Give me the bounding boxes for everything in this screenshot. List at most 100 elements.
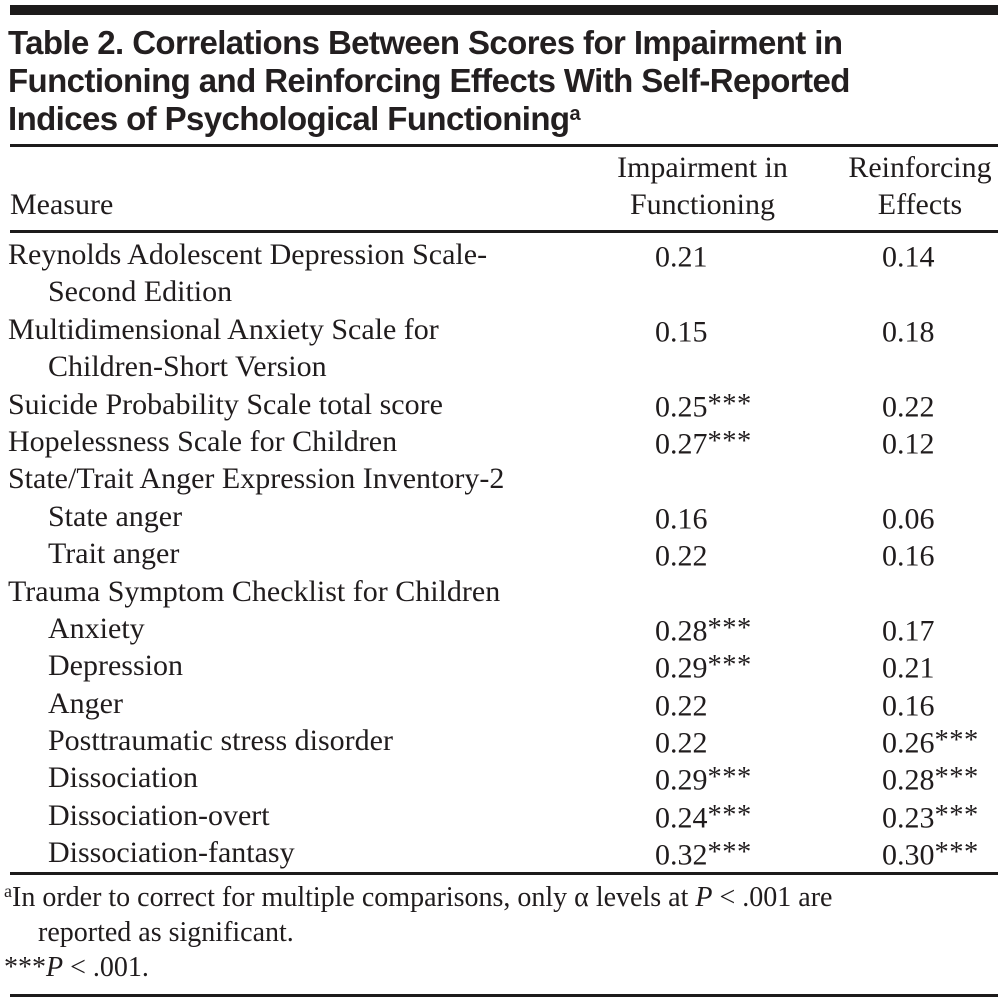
title-line-3: Indices of Psychological Functioninga [8, 100, 1004, 138]
row-label: Trauma Symptom Checklist for Children [8, 574, 501, 608]
significance-stars: *** [934, 725, 979, 757]
footnote-p-symbol: P [695, 882, 713, 913]
col2-header-line2: Effects [877, 188, 963, 221]
value-number: 0.12 [882, 427, 935, 461]
table-row: Dissociation-overt 0.24*** 0.23*** [0, 797, 1008, 834]
column-header-reinforcing: Reinforcing Effects [832, 149, 1008, 223]
value-number: 0.16 [882, 539, 935, 573]
reinforcing-value: 0.18 [882, 311, 935, 351]
value-number: 0.16 [655, 502, 708, 536]
footnote-p-symbol: P [46, 952, 64, 983]
impairment-value: 0.16 [655, 498, 708, 538]
impairment-value: 0.15 [655, 311, 708, 351]
table-row: State anger 0.16 0.06 [0, 498, 1008, 535]
reinforcing-value: 0.17 [882, 610, 935, 650]
table-title: Table 2. Correlations Between Scores for… [8, 24, 1004, 138]
impairment-value: 0.24*** [655, 797, 752, 837]
footnote-a-text-end: < .001 are [712, 882, 833, 913]
impairment-value: 0.28*** [655, 610, 752, 650]
impairment-value: 0.29*** [655, 759, 752, 799]
table-row: Reynolds Adolescent Depression Scale- 0.… [0, 236, 1008, 273]
significance-stars: *** [707, 612, 752, 644]
value-number: 0.26 [882, 726, 935, 760]
table-row: Multidimensional Anxiety Scale for 0.15 … [0, 311, 1008, 348]
reinforcing-value: 0.16 [882, 535, 935, 575]
col2-header-line1: Reinforcing [848, 151, 992, 184]
value-number: 0.29 [655, 651, 708, 685]
table-row: Hopelessness Scale for Children 0.27*** … [0, 423, 1008, 460]
footnote-a-line2: reported as significant. [38, 917, 294, 948]
footnote-stars: *** [4, 952, 46, 983]
row-label: Second Edition [48, 275, 233, 309]
title-divider-rule [10, 144, 998, 147]
table-body: Reynolds Adolescent Depression Scale- 0.… [0, 236, 1008, 872]
significance-stars: *** [934, 799, 979, 831]
row-label: Multidimensional Anxiety Scale for [8, 312, 439, 346]
table-row: Depression 0.29*** 0.21 [0, 647, 1008, 684]
significance-stars: *** [707, 425, 752, 457]
col1-header-line1: Impairment in [617, 151, 788, 184]
impairment-value: 0.22 [655, 535, 708, 575]
value-number: 0.06 [882, 502, 935, 536]
value-number: 0.22 [655, 539, 708, 573]
body-bottom-rule [10, 872, 998, 875]
value-number: 0.15 [655, 315, 708, 349]
reinforcing-value: 0.30*** [882, 834, 979, 874]
value-number: 0.22 [882, 389, 935, 423]
value-number: 0.21 [655, 240, 708, 274]
table-row: Anger 0.22 0.16 [0, 685, 1008, 722]
impairment-value: 0.25*** [655, 386, 752, 426]
value-number: 0.14 [882, 240, 935, 274]
row-label: Depression [48, 649, 183, 683]
title-footnote-marker: a [569, 103, 580, 125]
row-label: State/Trait Anger Expression Inventory-2 [8, 462, 505, 496]
value-number: 0.18 [882, 315, 935, 349]
table-row: Suicide Probability Scale total score 0.… [0, 386, 1008, 423]
impairment-value: 0.27*** [655, 423, 752, 463]
value-number: 0.17 [882, 614, 935, 648]
row-label: Posttraumatic stress disorder [48, 724, 393, 758]
value-number: 0.28 [882, 763, 935, 797]
value-number: 0.21 [882, 651, 935, 685]
value-number: 0.29 [655, 763, 708, 797]
value-number: 0.23 [882, 801, 935, 835]
column-header-impairment: Impairment in Functioning [595, 149, 810, 223]
significance-stars: *** [934, 837, 979, 869]
value-number: 0.32 [655, 838, 708, 872]
row-label: Children-Short Version [48, 350, 327, 384]
table-row: Dissociation 0.29*** 0.28*** [0, 759, 1008, 796]
table-row: Anxiety 0.28*** 0.17 [0, 610, 1008, 647]
row-label: Trait anger [48, 537, 180, 571]
reinforcing-value: 0.23*** [882, 797, 979, 837]
footnote-p-value: < .001. [63, 952, 149, 983]
col1-header-line2: Functioning [629, 188, 775, 221]
row-label: Dissociation [48, 761, 198, 795]
significance-stars: *** [707, 799, 752, 831]
reinforcing-value: 0.21 [882, 647, 935, 687]
row-label: Hopelessness Scale for Children [8, 424, 398, 458]
bottom-rule [10, 994, 998, 997]
title-line-3-text: Indices of Psychological Functioning [8, 100, 570, 137]
footnote-stars-line: ***P < .001. [4, 950, 1006, 985]
significance-stars: *** [707, 650, 752, 682]
reinforcing-value: 0.14 [882, 236, 935, 276]
reinforcing-value: 0.22 [882, 386, 935, 426]
value-number: 0.25 [655, 389, 708, 423]
table-row: Trauma Symptom Checklist for Children [0, 573, 1008, 610]
top-thick-rule [10, 5, 998, 15]
impairment-value: 0.32*** [655, 834, 752, 874]
table-row: Second Edition [0, 273, 1008, 310]
impairment-value: 0.22 [655, 722, 708, 762]
row-label: Suicide Probability Scale total score [8, 387, 443, 421]
value-number: 0.30 [882, 838, 935, 872]
row-label: Dissociation-fantasy [48, 836, 295, 870]
reinforcing-value: 0.28*** [882, 759, 979, 799]
impairment-value: 0.21 [655, 236, 708, 276]
value-number: 0.24 [655, 801, 708, 835]
row-label: Anxiety [48, 611, 145, 645]
title-line-2: Functioning and Reinforcing Effects With… [8, 62, 850, 99]
reinforcing-value: 0.26*** [882, 722, 979, 762]
impairment-value: 0.22 [655, 685, 708, 725]
significance-stars: *** [707, 388, 752, 420]
